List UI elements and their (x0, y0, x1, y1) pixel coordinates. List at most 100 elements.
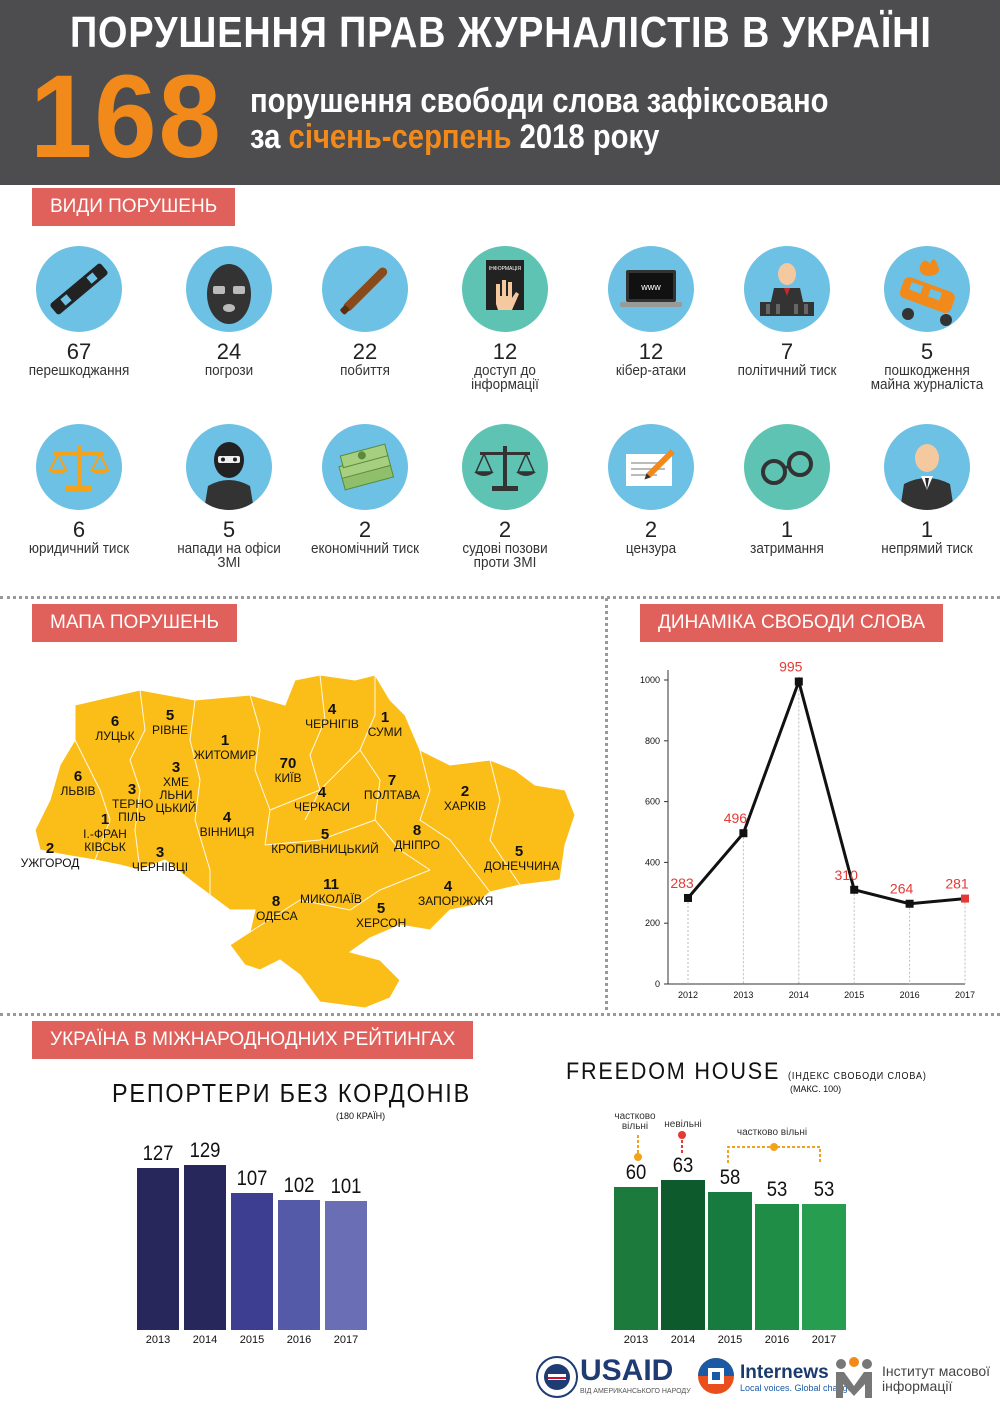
usaid-tagline: ВІД АМЕРИКАНСЬКОГО НАРОДУ (580, 1388, 691, 1395)
violation-label: непрямий тиск (881, 540, 973, 557)
bar-value-label: 53 (766, 1177, 788, 1201)
pen-document-icon (608, 424, 694, 510)
politician-podium-icon (744, 246, 830, 332)
bar-category-label: 2014 (670, 1334, 696, 1346)
violation-item: 2 економічний тиск (300, 424, 430, 556)
violation-item: 1 затримання (722, 424, 852, 556)
map-region-label: 3 ТЕРНО ПІЛЬ (112, 781, 153, 824)
x-tick-label: 2015 (844, 990, 864, 1000)
money-stack-icon (322, 424, 408, 510)
bar (137, 1167, 179, 1330)
bar-value-label: 58 (719, 1165, 741, 1189)
data-label: 496 (724, 810, 748, 826)
map-region-label: 70 КИЇВ (268, 755, 308, 785)
map-region-label: 1 ЖИТОМИР (190, 732, 260, 762)
y-tick-label: 0 (655, 979, 660, 989)
map-region-count: 11 (323, 876, 339, 893)
data-point (961, 894, 969, 903)
line2-prefix: за (250, 118, 281, 156)
violation-label: напади на офіси ЗМІ (177, 540, 281, 571)
imi-line1: Інститут масової (882, 1363, 991, 1379)
bar-category-label: 2013 (145, 1334, 171, 1346)
burning-car-icon (884, 246, 970, 332)
usaid-seal-icon (536, 1356, 578, 1398)
map-region-name: ВІННИЦЯ (199, 825, 255, 839)
violation-label: погрози (204, 362, 254, 379)
x-tick-label: 2016 (900, 990, 920, 1000)
violation-count: 24 (216, 339, 242, 364)
bar-category-label: 2017 (811, 1334, 837, 1346)
bar-category-label: 2014 (192, 1334, 218, 1346)
map-region-label: 6 ЛЬВІВ (58, 768, 98, 798)
map-region-name: ЖИТОМИР (193, 748, 257, 762)
bar-value-label: 60 (625, 1161, 647, 1185)
imi-logo-icon (836, 1357, 872, 1398)
fh-note-not-free: невільні (664, 1119, 702, 1130)
page-title: ПОРУШЕННЯ ПРАВ ЖУРНАЛІСТІВ В УКРАЇНІ (70, 8, 932, 57)
x-tick-label: 2017 (955, 990, 975, 1000)
header-subtitle-line2: за січень-серпень 2018 року (250, 118, 659, 157)
section-label-map: МАПА ПОРУШЕНЬ (32, 604, 237, 642)
map-region-name: РІВНЕ (151, 723, 188, 737)
vertical-divider (605, 598, 608, 1010)
map-region-count: 2 (45, 840, 55, 857)
y-tick-label: 600 (645, 797, 660, 807)
x-tick-label: 2012 (678, 990, 698, 1000)
map-region-count: 5 (376, 900, 386, 917)
map-region-name: КИЇВ (274, 771, 302, 785)
violation-item: ІНФОРМАЦІЯ 12 доступ до інформації (440, 246, 570, 392)
bar-category-label: 2015 (717, 1334, 743, 1346)
bar-category-label: 2013 (623, 1334, 649, 1346)
bar (802, 1203, 846, 1330)
bar-category-label: 2016 (764, 1334, 790, 1346)
data-label: 310 (835, 867, 859, 883)
fh-title-small: (ІНДЕКС СВОБОДИ СЛОВА) (788, 1071, 927, 1082)
bar-value-label: 63 (672, 1154, 694, 1177)
imi-line2: інформації (882, 1378, 953, 1394)
violation-label: затримання (750, 540, 824, 557)
map-region-name: СУМИ (367, 725, 403, 739)
bar (614, 1187, 658, 1330)
map-region-label: 5 ХЕРСОН (356, 900, 406, 930)
bar-category-label: 2017 (333, 1334, 359, 1346)
map-region-label: 4 ВІННИЦЯ (192, 809, 262, 839)
violation-label: економічний тиск (310, 540, 420, 557)
internews-logo-text: Internews (740, 1362, 829, 1383)
fh-note-partly-free-1: частково вільні (614, 1111, 656, 1132)
violation-label: політичний тиск (737, 362, 837, 379)
map-region-label: 11 МИКОЛАЇВ (296, 876, 366, 906)
rsf-subtitle: (180 КРАЇН) (336, 1111, 386, 1121)
map-region-label: 1 СУМИ (365, 709, 405, 739)
bar-value-label: 53 (813, 1177, 835, 1201)
violation-label: доступ до інформації (471, 362, 539, 393)
violation-count: 12 (492, 339, 518, 364)
imi-logo-text: Інститут масової інформації (882, 1364, 990, 1394)
fh-title: FREEDOM HOUSE (ІНДЕКС СВОБОДИ СЛОВА) (566, 1058, 927, 1086)
violation-label: перешкоджання (28, 362, 130, 379)
map-region-count: 8 (412, 822, 422, 839)
ukraine-map (34, 674, 576, 1009)
map-region-count: 4 (327, 701, 337, 718)
violation-count: 2 (358, 517, 372, 542)
y-tick-label: 200 (645, 918, 660, 928)
y-tick-label: 400 (645, 857, 660, 867)
bar-value-label: 102 (283, 1173, 315, 1197)
violation-item: 67 перешкоджання (14, 246, 144, 378)
bar (708, 1191, 752, 1330)
map-region-label: 8 ОДЕСА (256, 893, 298, 923)
internews-tagline: Local voices. Global change. (740, 1383, 856, 1393)
map-region-count: 4 (317, 784, 327, 801)
map-region-name: ЛЬВІВ (60, 784, 96, 798)
map-region-count: 2 (460, 783, 470, 800)
y-tick-label: 800 (645, 736, 660, 746)
map-region-count: 1 (100, 811, 110, 828)
footer-logos: USAID ВІД АМЕРИКАНСЬКОГО НАРОДУ Internew… (0, 1350, 1000, 1415)
map-region-name: ЧЕРНІВЦІ (131, 860, 189, 874)
map-region-count: 3 (171, 759, 181, 776)
bar (231, 1193, 273, 1330)
violation-label: кібер-атаки (615, 362, 687, 379)
camera-strap-icon (36, 246, 122, 332)
fh-title-text: FREEDOM HOUSE (566, 1058, 781, 1085)
violation-label: юридичний тиск (28, 540, 130, 557)
map-region-label: 5 РІВНЕ (145, 707, 195, 737)
